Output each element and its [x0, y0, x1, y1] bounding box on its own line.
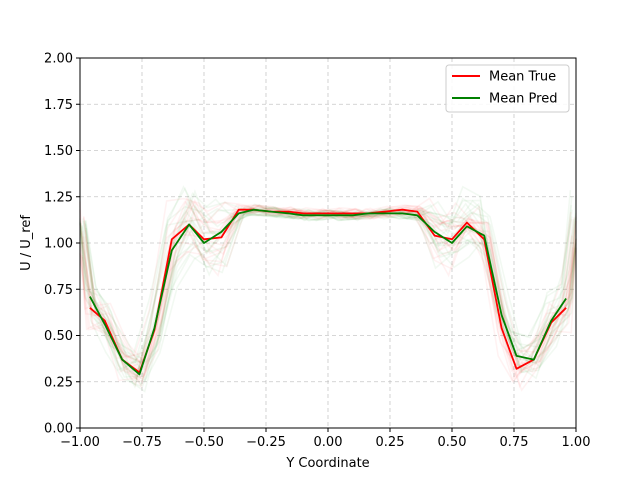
y-tick-label: 1.75 [44, 98, 73, 113]
y-tick-label: 0.75 [44, 283, 73, 298]
x-tick-label: 1.00 [562, 435, 591, 450]
y-axis-label: U / U_ref [19, 215, 34, 271]
sample-trace [79, 205, 573, 390]
x-axis: −1.00 −0.75 −0.50 −0.25 0.00 0.25 0.50 0.75 1.00 [60, 428, 590, 450]
sample-trace [84, 204, 577, 373]
x-tick-label: 0.75 [500, 435, 529, 450]
sample-trace [82, 205, 577, 389]
x-tick-label: −0.50 [184, 435, 224, 450]
y-axis: 0.00 0.25 0.50 0.75 1.00 1.25 1.50 1.75 2.00 [44, 52, 80, 437]
x-tick-label: −0.75 [122, 435, 162, 450]
sample-trace [79, 200, 573, 388]
legend: Mean True Mean Pred [445, 64, 570, 113]
x-tick-label: −1.00 [60, 435, 100, 450]
sample-trace [79, 208, 574, 380]
sample-trace [80, 198, 577, 363]
y-tick-label: 1.50 [44, 144, 73, 159]
series-line-mean-pred [89, 208, 567, 376]
y-tick-label: 0.25 [44, 375, 73, 390]
legend-label-mean-pred: Mean Pred [489, 92, 557, 107]
x-tick-label: 0.00 [314, 435, 343, 450]
sample-trace [85, 204, 577, 372]
sample-trace [79, 204, 577, 381]
series-lines [89, 208, 567, 376]
sample-trace [84, 207, 577, 393]
sample-trace [82, 200, 577, 359]
x-axis-label: Y Coordinate [285, 456, 369, 471]
y-tick-label: 2.00 [44, 52, 73, 67]
legend-label-mean-true: Mean True [489, 70, 556, 85]
x-tick-label: −0.25 [246, 435, 286, 450]
y-tick-label: 0.00 [44, 422, 73, 437]
sample-trace [79, 197, 572, 360]
x-tick-label: 0.50 [438, 435, 467, 450]
y-tick-label: 1.25 [44, 190, 73, 205]
sample-trace [79, 185, 572, 354]
series-line-mean-true [89, 208, 567, 374]
y-tick-label: 0.50 [44, 329, 73, 344]
y-tick-label: 1.00 [44, 237, 73, 252]
x-tick-label: 0.25 [376, 435, 405, 450]
